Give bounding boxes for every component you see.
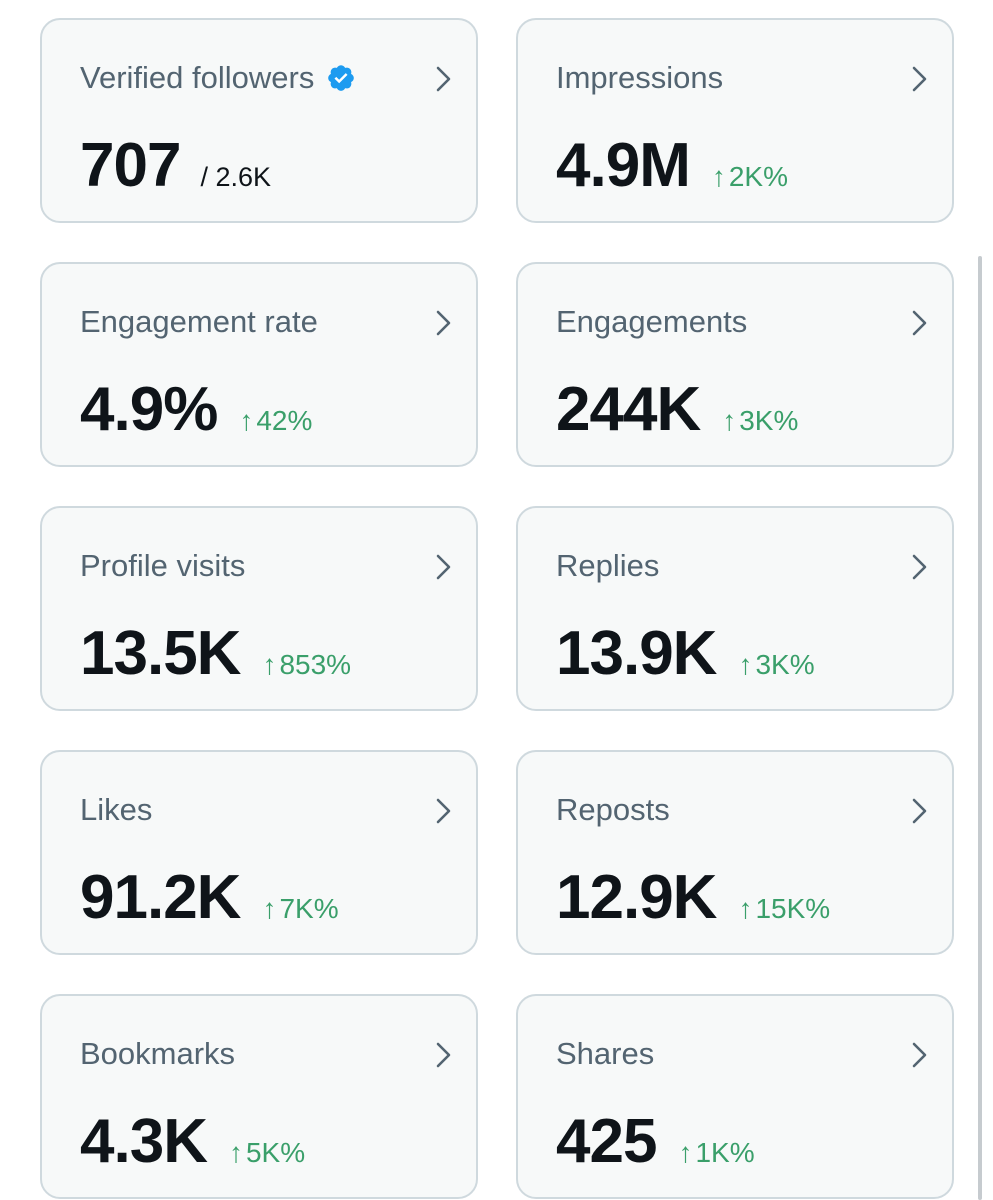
arrow-up-icon: ↑ xyxy=(738,649,753,680)
metric-value: 12.9K xyxy=(556,863,717,932)
chevron-right-icon xyxy=(436,310,451,336)
metric-value: 13.5K xyxy=(80,619,241,688)
metric-card-verified-followers[interactable]: Verified followers 707 / 2.6K xyxy=(40,18,478,223)
metric-title: Reposts xyxy=(556,792,670,827)
metric-value: 91.2K xyxy=(80,863,241,932)
arrow-up-icon: ↑ xyxy=(722,405,737,436)
metric-change: ↑ 853% xyxy=(262,649,351,681)
arrow-up-icon: ↑ xyxy=(262,893,277,924)
metric-value-row: 4.3K ↑ 5K% xyxy=(80,1104,305,1180)
metric-title: Likes xyxy=(80,792,153,827)
metric-change: ↑ 2K% xyxy=(712,161,788,193)
metric-value: 4.3K xyxy=(80,1107,208,1176)
metric-card-shares[interactable]: Shares 425 ↑ 1K% xyxy=(516,994,954,1199)
metric-card-bookmarks[interactable]: Bookmarks 4.3K ↑ 5K% xyxy=(40,994,478,1199)
metric-change-value: 42% xyxy=(256,405,313,436)
chevron-right-icon xyxy=(436,554,451,580)
metrics-grid: Verified followers 707 / 2.6K Impression… xyxy=(40,18,954,1199)
metric-card-reposts[interactable]: Reposts 12.9K ↑ 15K% xyxy=(516,750,954,955)
metric-change: ↑ 15K% xyxy=(738,893,830,925)
metric-value: 425 xyxy=(556,1107,657,1176)
metric-title: Profile visits xyxy=(80,548,246,583)
metric-change-value: 2K% xyxy=(728,161,788,192)
metric-card-engagement-rate[interactable]: Engagement rate 4.9% ↑ 42% xyxy=(40,262,478,467)
metric-value-row: 244K ↑ 3K% xyxy=(556,372,798,448)
arrow-up-icon: ↑ xyxy=(239,405,254,436)
metric-card-profile-visits[interactable]: Profile visits 13.5K ↑ 853% xyxy=(40,506,478,711)
metric-change: ↑ 3K% xyxy=(722,405,798,437)
metric-change: ↑ 1K% xyxy=(678,1137,754,1169)
metric-change: ↑ 5K% xyxy=(229,1137,305,1169)
metric-subtotal: / 2.6K xyxy=(200,162,271,192)
chevron-right-icon xyxy=(436,1042,451,1068)
chevron-right-icon xyxy=(912,66,927,92)
arrow-up-icon: ↑ xyxy=(228,1137,243,1168)
metric-value-row: 91.2K ↑ 7K% xyxy=(80,860,339,936)
metric-value-row: 4.9M ↑ 2K% xyxy=(556,128,788,204)
arrow-up-icon: ↑ xyxy=(262,649,277,680)
arrow-up-icon: ↑ xyxy=(678,1137,693,1168)
chevron-right-icon xyxy=(912,310,927,336)
metric-value-row: 4.9% ↑ 42% xyxy=(80,372,312,448)
metric-value: 4.9% xyxy=(80,375,218,444)
metric-value: 4.9M xyxy=(556,131,691,200)
metric-value-row: 13.9K ↑ 3K% xyxy=(556,616,815,692)
metric-title: Shares xyxy=(556,1036,655,1071)
chevron-right-icon xyxy=(436,66,451,92)
arrow-up-icon: ↑ xyxy=(738,893,753,924)
metric-card-engagements[interactable]: Engagements 244K ↑ 3K% xyxy=(516,262,954,467)
metric-change: ↑ 7K% xyxy=(262,893,338,925)
metric-card-replies[interactable]: Replies 13.9K ↑ 3K% xyxy=(516,506,954,711)
metric-change: ↑ 42% xyxy=(239,405,312,437)
chevron-right-icon xyxy=(912,554,927,580)
metric-value-row: 13.5K ↑ 853% xyxy=(80,616,351,692)
metric-change: ↑ 3K% xyxy=(738,649,814,681)
chevron-right-icon xyxy=(912,798,927,824)
metric-title: Engagement rate xyxy=(80,304,318,339)
metric-change-value: 3K% xyxy=(739,405,799,436)
metric-title: Bookmarks xyxy=(80,1036,236,1071)
metric-title: Impressions xyxy=(556,60,724,95)
metric-change-value: 5K% xyxy=(245,1137,306,1168)
metric-value: 13.9K xyxy=(556,619,717,688)
chevron-right-icon xyxy=(436,798,451,824)
metric-value-row: 425 ↑ 1K% xyxy=(556,1104,755,1180)
metric-change-value: 7K% xyxy=(279,893,339,924)
metric-change-value: 853% xyxy=(279,649,352,680)
metric-title: Verified followers xyxy=(80,58,356,98)
metric-title: Engagements xyxy=(556,304,748,339)
metric-change-value: 15K% xyxy=(755,893,831,924)
metric-change-value: 3K% xyxy=(755,649,815,680)
arrow-up-icon: ↑ xyxy=(711,161,726,192)
verified-badge-icon xyxy=(326,63,356,93)
metric-value-row: 12.9K ↑ 15K% xyxy=(556,860,830,936)
metric-change-value: 1K% xyxy=(695,1137,755,1168)
metric-title: Replies xyxy=(556,548,660,583)
metric-value-row: 707 / 2.6K xyxy=(80,128,271,204)
metric-value: 244K xyxy=(556,375,701,444)
metric-title-text: Verified followers xyxy=(80,60,315,95)
chevron-right-icon xyxy=(912,1042,927,1068)
metric-card-likes[interactable]: Likes 91.2K ↑ 7K% xyxy=(40,750,478,955)
vertical-scrollbar[interactable] xyxy=(978,256,982,1200)
metric-card-impressions[interactable]: Impressions 4.9M ↑ 2K% xyxy=(516,18,954,223)
metric-value: 707 xyxy=(80,131,181,200)
